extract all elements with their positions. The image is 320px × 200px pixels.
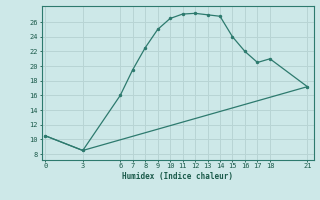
X-axis label: Humidex (Indice chaleur): Humidex (Indice chaleur) <box>122 172 233 181</box>
